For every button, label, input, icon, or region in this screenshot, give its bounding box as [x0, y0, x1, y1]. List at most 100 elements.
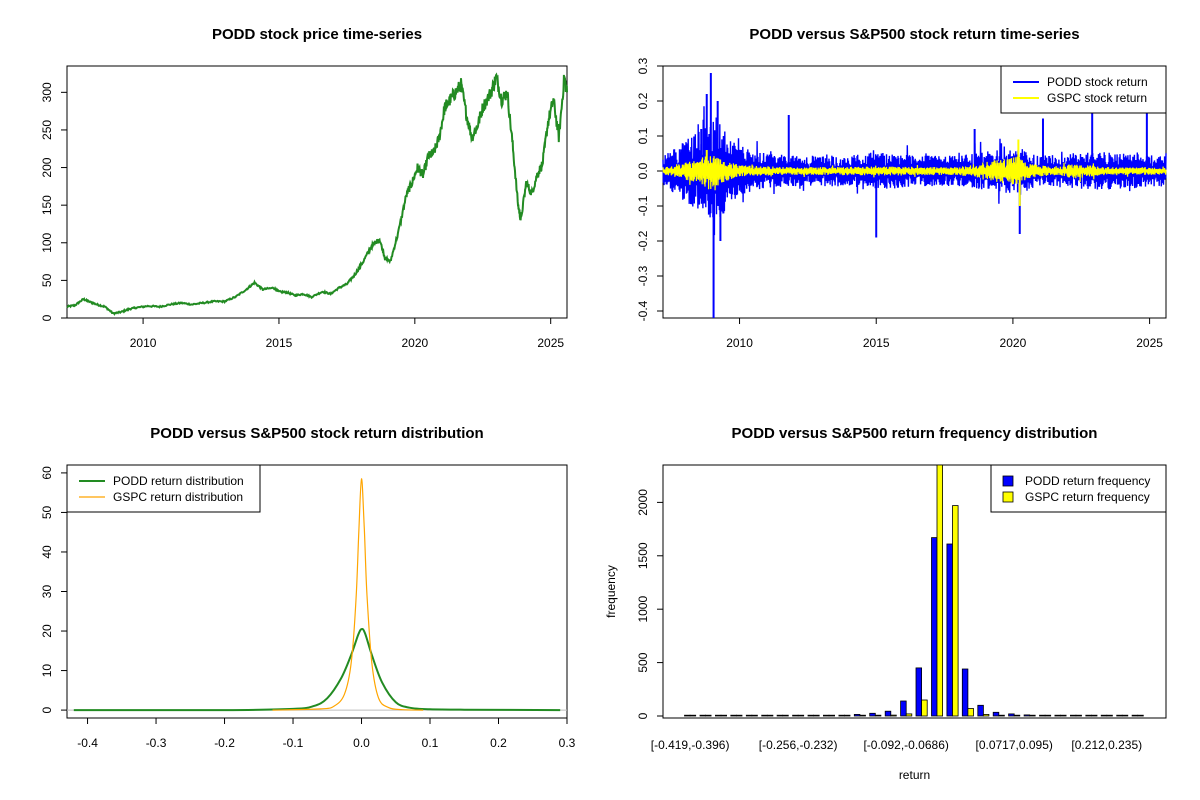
y-tick-label: 0 [636, 712, 650, 719]
y-tick-label: 500 [636, 652, 650, 672]
legend: PODD return distribution GSPC return dist… [66, 464, 261, 513]
podd-frequency-bar [792, 714, 799, 717]
gspc-frequency-bar [1091, 714, 1098, 717]
panel-histogram: PODD versus S&P500 return frequency dist… [604, 425, 1167, 782]
y-tick-label: -0.1 [636, 195, 650, 216]
y-tick-label: 0.3 [636, 57, 650, 74]
podd-frequency-bar [823, 714, 830, 717]
gspc-frequency-bar [874, 714, 882, 717]
x-tick-label: [-0.419,-0.396) [651, 738, 730, 752]
gspc-frequency-bar [1121, 714, 1129, 717]
legend-label: GSPC return distribution [113, 490, 243, 504]
gspc-frequency-bar [705, 714, 712, 717]
x-tick-label: 2025 [1136, 336, 1163, 350]
x-tick-label: 0.2 [490, 736, 507, 750]
y-tick-label: 50 [40, 505, 54, 519]
podd-frequency-bar [699, 714, 706, 717]
podd-frequency-bar [1023, 714, 1031, 717]
legend-label: PODD return frequency [1025, 474, 1150, 488]
podd-frequency-bar [1131, 714, 1139, 717]
x-tick-label: 2010 [726, 336, 753, 350]
podd-frequency-bar [884, 710, 892, 717]
podd-frequency-bar [715, 714, 722, 717]
legend-label: GSPC stock return [1047, 91, 1147, 105]
y-tick-label: 300 [40, 82, 54, 102]
gspc-frequency-bar [936, 464, 943, 717]
gspc-frequency-bar [890, 714, 897, 717]
podd-density-curve [73, 627, 561, 712]
x-tick-label: 0.0 [353, 736, 370, 750]
gspc-return-line [662, 156, 1167, 191]
gspc-frequency-bar [1029, 714, 1036, 717]
y-tick-label: 0 [40, 314, 54, 321]
gspc-frequency-bar [967, 708, 974, 717]
x-tick-label: 2020 [1000, 336, 1027, 350]
x-tick-label: 2015 [266, 336, 293, 350]
legend-swatch [1002, 475, 1014, 487]
x-tick-label: 0.1 [422, 736, 439, 750]
gspc-frequency-bar [859, 714, 866, 717]
y-axis-label: frequency [604, 565, 618, 618]
gspc-frequency-bar [1137, 714, 1144, 717]
podd-frequency-bar [1100, 714, 1108, 717]
gspc-frequency-bar [689, 714, 697, 717]
legend: PODD stock return GSPC stock return [1000, 65, 1167, 114]
x-tick-label: 2025 [537, 336, 564, 350]
podd-frequency-bar [1008, 713, 1015, 717]
y-tick-label: 200 [40, 157, 54, 177]
gspc-frequency-bar [1106, 714, 1113, 717]
podd-frequency-bar [730, 714, 737, 717]
gspc-frequency-bar [921, 699, 928, 717]
podd-frequency-bar [776, 714, 784, 717]
podd-frequency-bar [1116, 714, 1123, 717]
price-series-line [66, 72, 568, 316]
gspc-frequency-bar [1044, 714, 1052, 717]
x-tick-label: 2015 [863, 336, 890, 350]
gspc-frequency-bar [813, 714, 820, 717]
gspc-frequency-bar [982, 714, 990, 717]
podd-frequency-bar [961, 668, 969, 717]
y-tick-label: 1500 [636, 542, 650, 569]
y-tick-label: 20 [40, 624, 54, 638]
gspc-frequency-bar [1060, 714, 1067, 717]
x-tick-label: 0.3 [559, 736, 576, 750]
legend-box [990, 464, 1167, 513]
gspc-frequency-bar [998, 714, 1005, 717]
panel-price: PODD stock price time-series 2010 2015 2020… [40, 26, 568, 350]
gspc-frequency-bar [782, 714, 789, 717]
y-tick-label: 30 [40, 585, 54, 599]
gspc-frequency-bar [751, 714, 758, 717]
y-tick-label: 40 [40, 545, 54, 559]
podd-frequency-bar [977, 704, 984, 717]
panel-returns: PODD versus S&P500 stock return time-ser… [636, 26, 1167, 350]
gspc-frequency-bar [1013, 714, 1021, 717]
chart-title: PODD versus S&P500 stock return time-ser… [749, 26, 1079, 43]
y-tick-label: -0.4 [636, 300, 650, 321]
panel-density: PODD versus S&P500 stock return distribu… [40, 425, 575, 750]
x-tick-label: -0.4 [77, 736, 98, 750]
podd-frequency-bar [838, 714, 845, 717]
y-tick-label: 0 [40, 706, 54, 713]
x-tick-label: [-0.092,-0.0686) [863, 738, 948, 752]
x-tick-label: 2010 [130, 336, 157, 350]
gspc-frequency-bar [797, 714, 805, 717]
x-tick-label: -0.1 [283, 736, 304, 750]
podd-frequency-bar [869, 712, 876, 717]
podd-frequency-bar [1039, 714, 1046, 717]
x-tick-label: [-0.256,-0.232) [759, 738, 838, 752]
legend-box [66, 464, 261, 513]
x-tick-label: -0.2 [214, 736, 235, 750]
chart-title: PODD versus S&P500 stock return distribu… [150, 425, 483, 442]
podd-frequency-bar [946, 543, 953, 717]
legend-label: GSPC return frequency [1025, 490, 1150, 504]
y-tick-label: -0.2 [636, 230, 650, 251]
gspc-frequency-bar [766, 714, 774, 717]
y-tick-label: 150 [40, 195, 54, 215]
x-tick-label: -0.3 [146, 736, 167, 750]
legend-swatch [1002, 491, 1014, 503]
gspc-frequency-bar [844, 714, 851, 717]
y-tick-label: 50 [40, 273, 54, 287]
x-tick-label: 2020 [401, 336, 428, 350]
legend-label: PODD return distribution [113, 474, 244, 488]
